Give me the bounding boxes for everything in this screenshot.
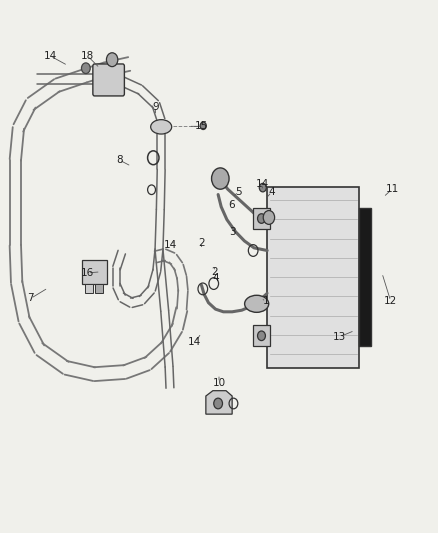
Ellipse shape [244,295,269,312]
Bar [85,284,93,293]
Text: 4: 4 [212,273,219,283]
Text: 5: 5 [235,187,242,197]
Circle shape [200,122,206,130]
Polygon shape [206,391,232,414]
Circle shape [263,211,275,224]
Bar [267,187,359,368]
Text: 2: 2 [198,238,205,247]
Circle shape [106,53,118,67]
Text: 6: 6 [228,200,235,210]
Ellipse shape [151,120,172,134]
Circle shape [258,214,265,223]
Bar [95,284,103,293]
Circle shape [81,63,90,74]
Text: 14: 14 [256,179,269,189]
Text: 14: 14 [44,51,57,61]
FancyBboxPatch shape [93,64,124,96]
Text: 14: 14 [188,337,201,347]
Text: 8: 8 [116,155,123,165]
Text: 18: 18 [81,51,94,61]
Text: 7: 7 [27,294,34,303]
Bar [253,325,270,346]
Bar [82,260,107,284]
Text: 11: 11 [385,184,399,194]
Circle shape [212,168,229,189]
Text: 10: 10 [212,378,226,387]
Bar [359,208,371,346]
Text: 3: 3 [229,227,236,237]
Text: 16: 16 [81,268,94,278]
Circle shape [258,331,265,341]
Text: 1: 1 [263,296,270,306]
Text: 14: 14 [164,240,177,250]
Text: 15: 15 [195,122,208,131]
Circle shape [214,398,223,409]
Bar [253,208,270,229]
Text: 12: 12 [384,296,397,306]
Text: 2: 2 [211,267,218,277]
Text: 4: 4 [268,187,275,197]
Text: 9: 9 [152,102,159,111]
Text: 13: 13 [333,332,346,342]
Circle shape [259,183,266,192]
